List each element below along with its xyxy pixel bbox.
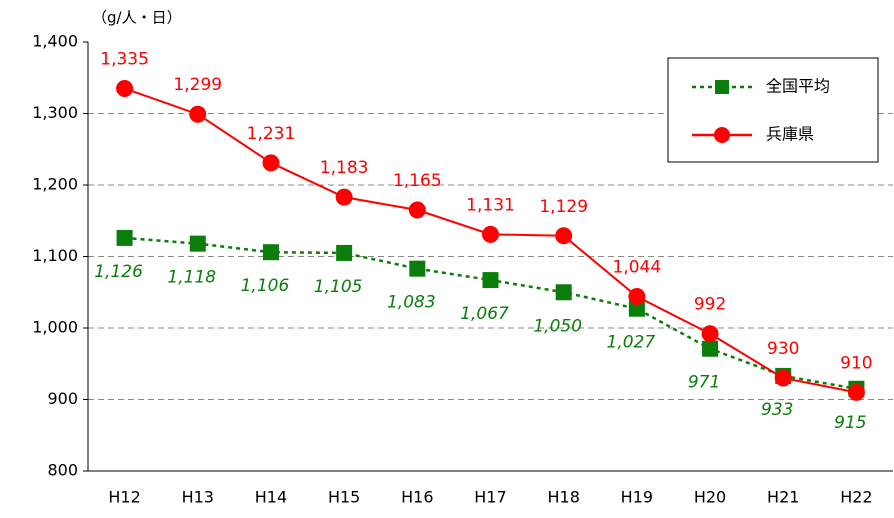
point <box>262 154 280 172</box>
data-label: 1,027 <box>607 333 656 353</box>
y-axis-unit: （g/人・日） <box>92 9 182 27</box>
x-tick-label: H16 <box>401 488 433 507</box>
y-tick-label: 1,000 <box>32 318 78 337</box>
data-label: 1,165 <box>393 171 442 191</box>
y-tick-label: 1,400 <box>32 32 78 51</box>
x-tick-label: H13 <box>182 488 214 507</box>
data-label: 915 <box>834 413 866 433</box>
point <box>262 244 279 261</box>
point <box>409 260 426 277</box>
data-label: 971 <box>688 373 720 393</box>
data-label: 1,083 <box>387 293 436 313</box>
data-label: 1,044 <box>613 258 662 278</box>
point <box>408 201 426 219</box>
x-tick-label: H20 <box>694 488 726 507</box>
data-label: 930 <box>767 339 799 359</box>
legend-marker <box>714 127 730 143</box>
data-label: 1,129 <box>539 197 588 217</box>
point <box>628 300 645 317</box>
data-label: 910 <box>840 353 872 373</box>
y-tick-label: 800 <box>47 461 78 480</box>
point <box>189 235 206 252</box>
y-tick-label: 1,100 <box>32 246 78 265</box>
point <box>701 325 719 343</box>
x-tick-label: H19 <box>621 488 653 507</box>
x-tick-label: H21 <box>767 488 799 507</box>
x-tick-label: H22 <box>840 488 872 507</box>
point <box>336 244 353 261</box>
data-label: 1,105 <box>314 277 363 297</box>
y-tick-label: 1,200 <box>32 175 78 194</box>
legend-box <box>667 57 879 163</box>
legend-label: 全国平均 <box>766 77 830 96</box>
point <box>555 284 572 301</box>
point <box>702 340 719 357</box>
y-tick-label: 1,300 <box>32 103 78 122</box>
point <box>628 288 646 306</box>
point <box>482 272 499 289</box>
data-label: 1,299 <box>173 75 222 95</box>
data-label: 1,335 <box>100 49 149 69</box>
data-label: 1,118 <box>167 268 216 288</box>
data-label: 992 <box>694 295 726 315</box>
x-tick-label: H18 <box>547 488 579 507</box>
data-label: 1,067 <box>460 304 509 324</box>
x-tick-label: H12 <box>108 488 140 507</box>
data-label: 1,131 <box>466 195 515 215</box>
point <box>116 79 134 97</box>
data-label: 1,126 <box>94 262 143 282</box>
data-label: 1,106 <box>241 276 290 296</box>
point <box>189 105 207 123</box>
data-label: 1,231 <box>247 124 296 144</box>
legend-label: 兵庫県 <box>766 125 814 144</box>
x-tick-label: H14 <box>255 488 287 507</box>
y-tick-label: 900 <box>47 389 78 408</box>
point <box>335 188 353 206</box>
point <box>116 229 133 246</box>
x-tick-label: H15 <box>328 488 360 507</box>
x-tick-label: H17 <box>474 488 506 507</box>
point <box>555 227 573 245</box>
point <box>847 383 865 401</box>
data-label: 1,183 <box>320 158 369 178</box>
data-label: 1,050 <box>533 316 582 336</box>
point <box>774 369 792 387</box>
data-label: 933 <box>761 400 793 420</box>
legend-marker <box>715 80 729 94</box>
point <box>482 225 499 243</box>
